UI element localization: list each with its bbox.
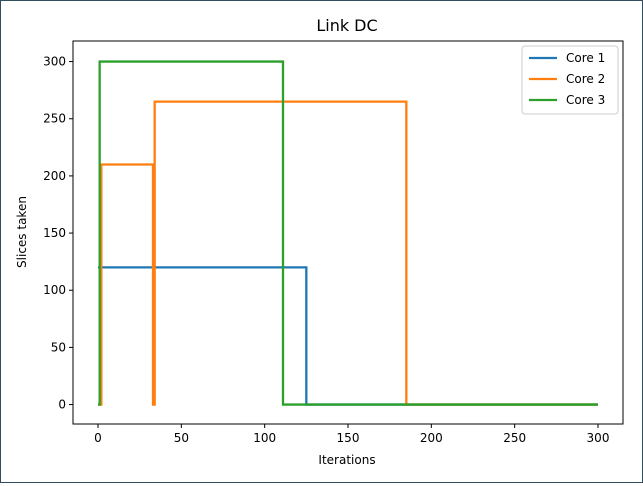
- y-tick-label: 200: [43, 169, 66, 183]
- legend: Core 1 Core 2 Core 3: [521, 45, 619, 115]
- y-tick-label: 50: [51, 340, 66, 354]
- series-line-2: [98, 100, 598, 406]
- x-tick-label: 50: [174, 431, 189, 445]
- y-tick-label: 300: [43, 55, 66, 69]
- x-axis: 0 50 100 150 200 250 300: [94, 424, 609, 445]
- y-tick-label: 0: [58, 398, 66, 412]
- x-tick-label: 250: [503, 431, 526, 445]
- legend-label-2: Core 2: [566, 72, 605, 86]
- legend-box: [521, 45, 619, 115]
- y-axis-label: Slices taken: [15, 196, 29, 268]
- chart-title: Link DC: [316, 16, 377, 35]
- y-axis: 0 50 100 150 200 250 300: [43, 55, 73, 412]
- x-tick-label: 0: [94, 431, 102, 445]
- y-tick-label: 150: [43, 226, 66, 240]
- series-line-3: [98, 60, 598, 406]
- x-tick-label: 150: [337, 431, 360, 445]
- y-tick-label: 100: [43, 283, 66, 297]
- x-tick-label: 100: [253, 431, 276, 445]
- legend-label-3: Core 3: [566, 93, 605, 107]
- x-tick-label: 200: [420, 431, 443, 445]
- x-tick-label: 300: [587, 431, 610, 445]
- x-axis-label: Iterations: [318, 453, 375, 467]
- series-line-1: [98, 266, 598, 406]
- legend-label-1: Core 1: [566, 51, 605, 65]
- y-tick-label: 250: [43, 112, 66, 126]
